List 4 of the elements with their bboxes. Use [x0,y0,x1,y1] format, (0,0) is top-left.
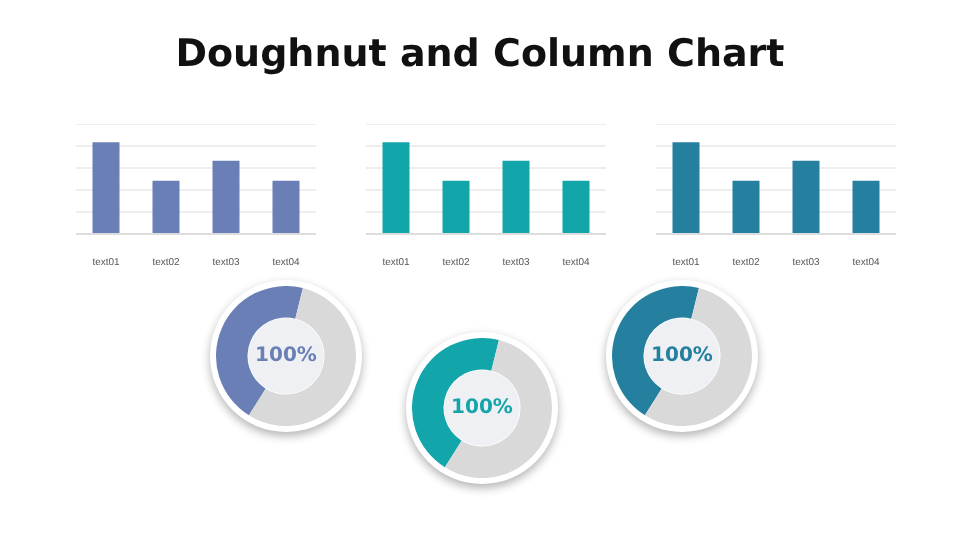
text: 100% [651,345,713,368]
text: 100% [451,397,513,420]
text: 100% [255,345,317,368]
text: Doughnut and Column Chart [173,32,787,76]
